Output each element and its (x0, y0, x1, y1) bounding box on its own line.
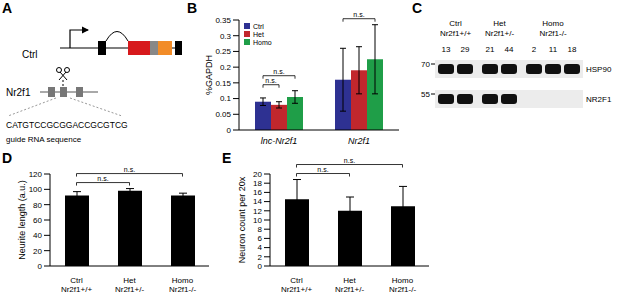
html-text:D: D (2, 150, 13, 166)
svg-text:Nr2f1: Nr2f1 (348, 136, 370, 146)
svg-text:29: 29 (461, 45, 470, 54)
svg-text:NR2F1: NR2F1 (586, 95, 612, 104)
svg-text:21: 21 (486, 45, 495, 54)
svg-text:0.3: 0.3 (220, 32, 232, 41)
svg-text:HetNr2f1+/-: HetNr2f1+/- (335, 276, 364, 294)
svg-text:40: 40 (33, 231, 42, 240)
svg-text:CATGTCCGCGGACCGCGTCG: CATGTCCGCGGACCGCGTCG (6, 120, 128, 130)
svg-text:20: 20 (253, 170, 262, 179)
svg-text:70: 70 (421, 60, 430, 69)
html-text:C: C (412, 0, 423, 16)
svg-text:0: 0 (227, 126, 232, 135)
svg-text:Homo: Homo (542, 19, 564, 28)
svg-text:20: 20 (33, 247, 42, 256)
svg-text:4: 4 (258, 243, 263, 252)
svg-text:%GAPDH: %GAPDH (204, 55, 214, 95)
svg-text:HSP90: HSP90 (586, 65, 612, 74)
svg-text:n.s.: n.s. (124, 166, 135, 173)
svg-text:60: 60 (33, 216, 42, 225)
svg-text:55: 55 (421, 90, 430, 99)
svg-text:CtrlNr2f1+/+: CtrlNr2f1+/+ (281, 276, 312, 294)
svg-text:2: 2 (532, 45, 537, 54)
svg-text:8: 8 (258, 225, 263, 234)
svg-text:0: 0 (38, 262, 43, 271)
html-text:B: B (187, 0, 198, 16)
svg-text:16: 16 (253, 188, 262, 197)
svg-text:0.15: 0.15 (215, 79, 231, 88)
svg-text:11: 11 (549, 45, 558, 54)
svg-text:n.s.: n.s. (97, 175, 108, 182)
svg-text:44: 44 (505, 45, 514, 54)
svg-text:CtrlNr2f1+/+: CtrlNr2f1+/+ (61, 276, 92, 294)
svg-text:100: 100 (29, 185, 43, 194)
svg-text:18: 18 (253, 179, 262, 188)
svg-text:Neuron count per 20x: Neuron count per 20x (237, 176, 247, 263)
svg-text:n.s.: n.s. (353, 11, 364, 18)
svg-text:Ctrl: Ctrl (253, 23, 264, 30)
html-text:E: E (222, 150, 232, 166)
svg-text:120: 120 (29, 170, 43, 179)
svg-text:n.s.: n.s. (317, 166, 328, 173)
svg-text:Nr2f1: Nr2f1 (6, 87, 31, 98)
svg-text:Het: Het (493, 19, 506, 28)
svg-text:0.05: 0.05 (215, 110, 231, 119)
svg-text:Nr2f1+/-: Nr2f1+/- (485, 29, 514, 38)
svg-text:12: 12 (253, 207, 262, 216)
svg-text:HetNr2f1+/-: HetNr2f1+/- (115, 276, 144, 294)
svg-text:18: 18 (568, 45, 577, 54)
svg-text:guide RNA sequence: guide RNA sequence (6, 135, 82, 144)
svg-text:80: 80 (33, 201, 42, 210)
svg-text:13: 13 (442, 45, 451, 54)
svg-text:Het: Het (253, 31, 264, 38)
svg-text:Nr2f1+/+: Nr2f1+/+ (440, 29, 471, 38)
svg-text:n.s.: n.s. (344, 157, 355, 164)
svg-text:0.2: 0.2 (220, 63, 232, 72)
svg-text:Nr2f1-/-: Nr2f1-/- (539, 29, 566, 38)
svg-text:0.1: 0.1 (220, 94, 232, 103)
svg-text:10: 10 (253, 216, 262, 225)
svg-text:0.25: 0.25 (215, 47, 231, 56)
svg-text:14: 14 (253, 197, 262, 206)
svg-text:lnc-Nr2f1: lnc-Nr2f1 (261, 136, 298, 146)
svg-text:n.s.: n.s. (265, 77, 276, 84)
html-text:A: A (2, 0, 13, 16)
svg-text:Ctrl: Ctrl (22, 49, 38, 60)
svg-text:n.s.: n.s. (273, 68, 284, 75)
svg-text:Homo: Homo (253, 39, 272, 46)
svg-text:0.35: 0.35 (215, 16, 231, 25)
svg-text:HomoNr2f1-/-: HomoNr2f1-/- (169, 276, 196, 294)
svg-text:Neurite length (a.u.): Neurite length (a.u.) (17, 180, 27, 260)
svg-text:Ctrl: Ctrl (449, 19, 462, 28)
svg-text:0: 0 (258, 262, 263, 271)
svg-text:6: 6 (258, 234, 263, 243)
svg-text:2: 2 (258, 253, 263, 262)
svg-text:HomoNr2f1-/-: HomoNr2f1-/- (389, 276, 416, 294)
